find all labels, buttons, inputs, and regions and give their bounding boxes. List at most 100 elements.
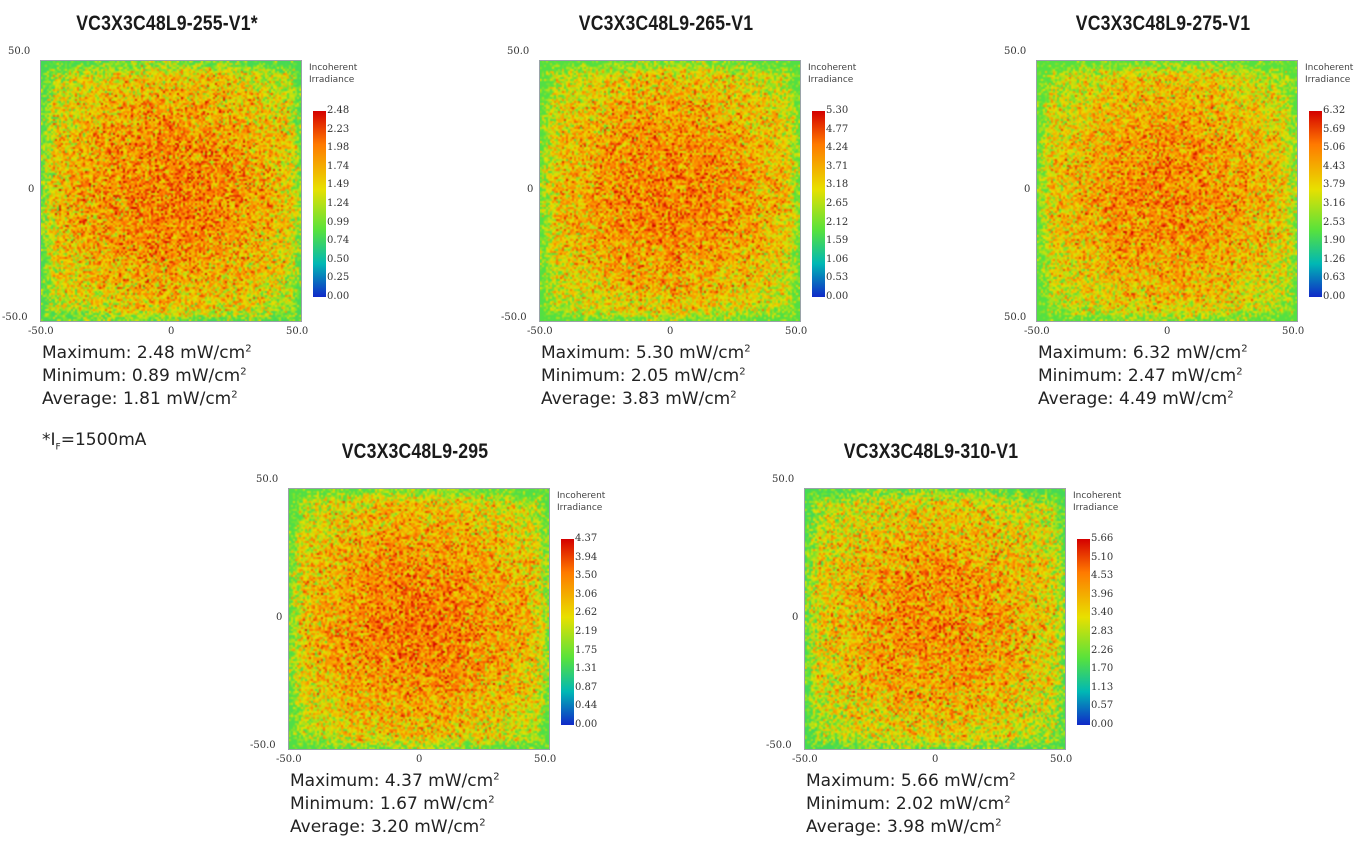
x-tick-label: -50.0 [1024,326,1050,337]
x-tick-label: 50.0 [534,754,557,765]
colorbar [561,539,574,725]
colorbar-tick-label: 1.13 [1091,681,1114,693]
x-tick-label: 50.0 [1282,326,1305,337]
y-tick-label: 50.0 [507,46,530,57]
colorbar-tick-label: 1.90 [1323,235,1346,247]
colorbar-tick-label: 3.06 [575,588,598,600]
colorbar-tick-label: 3.40 [1091,607,1114,619]
irradiance-heatmap [288,488,550,750]
minimum-value: 1.67 [379,794,418,814]
x-tick-label: 50.0 [286,326,309,337]
chart-title: VC3X3C48L9-310-V1 [843,440,1019,463]
colorbar-tick-label: 1.74 [327,160,350,172]
colorbar-tick-label: 4.77 [826,123,849,135]
colorbar-tick-label: 0.57 [1091,700,1114,712]
irradiance-heatmap [1036,60,1298,322]
colorbar-tick-label: 0.00 [1091,719,1114,730]
colorbar-tick-label: 3.96 [1091,588,1114,600]
y-tick-label: 50.0 [772,474,795,485]
colorbar-tick-label: 0.00 [575,719,598,730]
x-tick-label: -50.0 [792,754,818,765]
colorbar-tick-label: 0.74 [327,235,350,247]
chart-title: VC3X3C48L9-295 [341,440,489,463]
average-value: 4.49 [1118,389,1157,409]
x-tick-label: 0 [416,754,423,765]
minimum-value: 2.05 [630,366,669,386]
y-tick-label: 0 [276,612,283,623]
colorbar-title: Incoherent Irradiance [1073,491,1122,513]
colorbar-tick-label: 6.32 [1323,105,1346,116]
footnote: *IF=1500mA [42,430,147,453]
colorbar-title: Incoherent Irradiance [808,63,857,85]
irradiance-heatmap [804,488,1066,750]
colorbar [1309,111,1322,297]
colorbar-tick-label: 4.24 [826,142,849,154]
x-tick-label: -50.0 [527,326,553,337]
colorbar-tick-label: 2.48 [327,105,350,116]
y-tick-label: 50.0 [8,46,31,57]
minimum-value: 2.47 [1127,366,1166,386]
colorbar-tick-label: 2.19 [575,626,598,637]
y-tick-label: -50.0 [2,312,28,323]
y-tick-label: 50.0 [1004,312,1027,323]
irradiance-heatmap [539,60,801,322]
colorbar-tick-label: 1.26 [1323,253,1346,265]
colorbar-tick-label: 1.06 [826,253,849,265]
colorbar-tick-label: 0.00 [1323,291,1346,302]
colorbar-tick-label: 2.62 [575,607,598,619]
colorbar-tick-label: 1.31 [575,663,598,675]
colorbar-tick-label: 4.37 [575,533,598,544]
stats-block: Maximum: 4.37 mW/cm2 Minimum: 1.67 mW/cm… [290,771,500,837]
colorbar-title: Incoherent Irradiance [309,63,358,85]
colorbar-tick-label: 2.53 [1323,216,1346,228]
colorbar-tick-label: 2.83 [1091,626,1114,637]
average-value: 3.98 [886,817,925,837]
x-tick-label: -50.0 [276,754,302,765]
colorbar [812,111,825,297]
colorbar-tick-label: 3.71 [826,160,849,172]
maximum-value: 5.66 [900,771,939,791]
colorbar-title: Incoherent Irradiance [1305,63,1354,85]
colorbar-tick-label: 2.26 [1091,644,1114,656]
x-tick-label: 0 [667,326,674,337]
chart-title: VC3X3C48L9-255-V1* [76,12,258,35]
average-value: 3.83 [621,389,660,409]
colorbar-tick-label: 0.50 [327,253,350,265]
colorbar-tick-label: 0.63 [1323,272,1346,284]
x-tick-label: 0 [1164,326,1171,337]
y-tick-label: 50.0 [256,474,279,485]
maximum-value: 2.48 [136,343,175,363]
colorbar-tick-label: 3.16 [1323,198,1346,209]
y-tick-label: -50.0 [766,740,792,751]
colorbar-tick-label: 5.66 [1091,533,1114,544]
stats-block: Maximum: 5.30 mW/cm2 Minimum: 2.05 mW/cm… [541,343,751,409]
y-tick-label: 0 [1024,184,1031,195]
colorbar-tick-label: 1.24 [327,198,350,209]
chart-title: VC3X3C48L9-275-V1 [1075,12,1251,35]
x-tick-label: 50.0 [785,326,808,337]
y-tick-label: 0 [792,612,799,623]
colorbar-tick-label: 1.59 [826,235,849,247]
colorbar-tick-label: 4.53 [1091,570,1114,582]
colorbar [313,111,326,297]
irradiance-heatmap [40,60,302,322]
heatmap-panel-310: VC3X3C48L9-310-V1 50.0 0 -50.0 -50.0 0 5… [766,440,1226,860]
minimum-value: 0.89 [131,366,170,386]
colorbar-tick-label: 4.43 [1323,160,1346,172]
colorbar [1077,539,1090,725]
colorbar-tick-label: 0.00 [327,291,350,302]
colorbar-tick-label: 0.25 [327,272,350,284]
heatmap-panel-295: VC3X3C48L9-295 50.0 0 -50.0 -50.0 0 50.0… [250,440,710,860]
colorbar-tick-label: 1.49 [327,179,350,191]
colorbar-tick-label: 5.10 [1091,551,1114,563]
stats-block: Maximum: 5.66 mW/cm2 Minimum: 2.02 mW/cm… [806,771,1016,837]
colorbar-tick-label: 1.70 [1091,663,1114,675]
x-tick-label: 0 [932,754,939,765]
colorbar-tick-label: 2.23 [327,123,350,135]
stats-block: Maximum: 6.32 mW/cm2 Minimum: 2.47 mW/cm… [1038,343,1248,409]
colorbar-tick-label: 0.87 [575,681,598,693]
colorbar-tick-label: 0.99 [327,216,350,228]
maximum-value: 4.37 [384,771,423,791]
colorbar-tick-label: 3.50 [575,570,598,582]
stats-block: Maximum: 2.48 mW/cm2 Minimum: 0.89 mW/cm… [42,343,252,409]
